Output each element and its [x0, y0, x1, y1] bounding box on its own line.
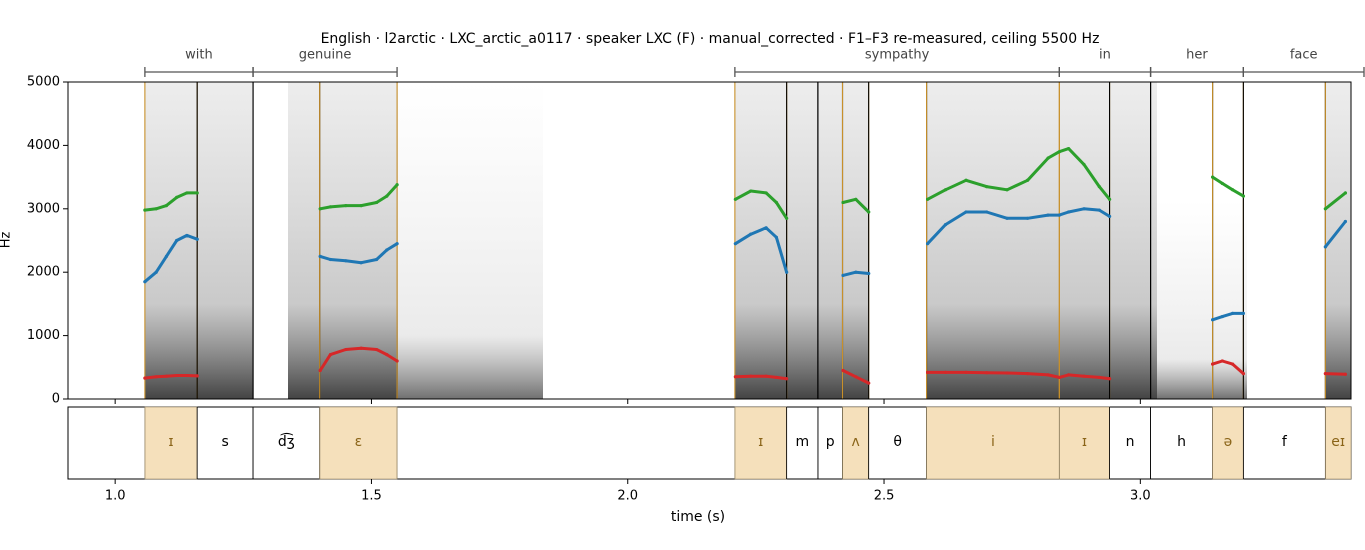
x-tick-label: 3.0 [1130, 489, 1151, 504]
x-axis-label: time (s) [671, 509, 725, 525]
x-tick-label: 2.0 [617, 489, 638, 504]
phone-label: ɪ [168, 434, 173, 450]
y-tick-label: 3000 [27, 201, 60, 216]
phone-label: i [991, 434, 995, 450]
x-tick-label: 1.5 [361, 489, 382, 504]
formant-track [143, 207, 1347, 322]
phone-label: ɛ [355, 434, 363, 450]
y-tick-label: 4000 [27, 138, 60, 153]
word-label: with [185, 48, 213, 63]
vowel-interval [734, 406, 787, 480]
phone-label: ʌ [851, 434, 859, 450]
phone-label: p [826, 434, 835, 450]
y-axis-label: Hz [0, 232, 14, 249]
x-tick-label: 2.5 [874, 489, 895, 504]
vowel-interval [1325, 406, 1352, 480]
phone-label: n [1126, 434, 1135, 450]
phone-label: d͡ʒ [278, 433, 295, 450]
vowel-interval [1059, 406, 1110, 480]
vowel-interval [1212, 406, 1244, 480]
phone-label: ɪ [1082, 434, 1087, 450]
phone-label: eɪ [1331, 434, 1345, 450]
spectrogram [145, 82, 1351, 399]
y-tick-label: 1000 [27, 328, 60, 343]
vowel-interval [926, 406, 1060, 480]
word-label: sympathy [865, 48, 930, 63]
formant-track [143, 147, 1347, 220]
vowel-interval [144, 406, 198, 480]
phone-label: s [221, 434, 228, 450]
y-tick-label: 0 [52, 392, 60, 407]
chart-title: English · l2arctic · LXC_arctic_a0117 · … [321, 31, 1100, 47]
phone-label: h [1177, 434, 1186, 450]
y-tick-label: 2000 [27, 265, 60, 280]
phone-label: f [1282, 434, 1288, 450]
plot-frame [67, 81, 1352, 400]
word-label: her [1186, 48, 1208, 63]
x-tick-label: 1.0 [105, 489, 126, 504]
word-label: face [1290, 48, 1318, 63]
word-label: genuine [299, 48, 352, 63]
phone-tier [67, 406, 1352, 480]
phone-label: ə [1224, 434, 1233, 450]
formant-track [143, 346, 1347, 385]
phone-label: θ [893, 434, 902, 450]
y-tick-label: 5000 [27, 75, 60, 90]
phone-label: m [795, 434, 809, 450]
word-label: in [1099, 48, 1111, 63]
vowel-interval [842, 406, 869, 480]
phone-label: ɪ [758, 434, 763, 450]
